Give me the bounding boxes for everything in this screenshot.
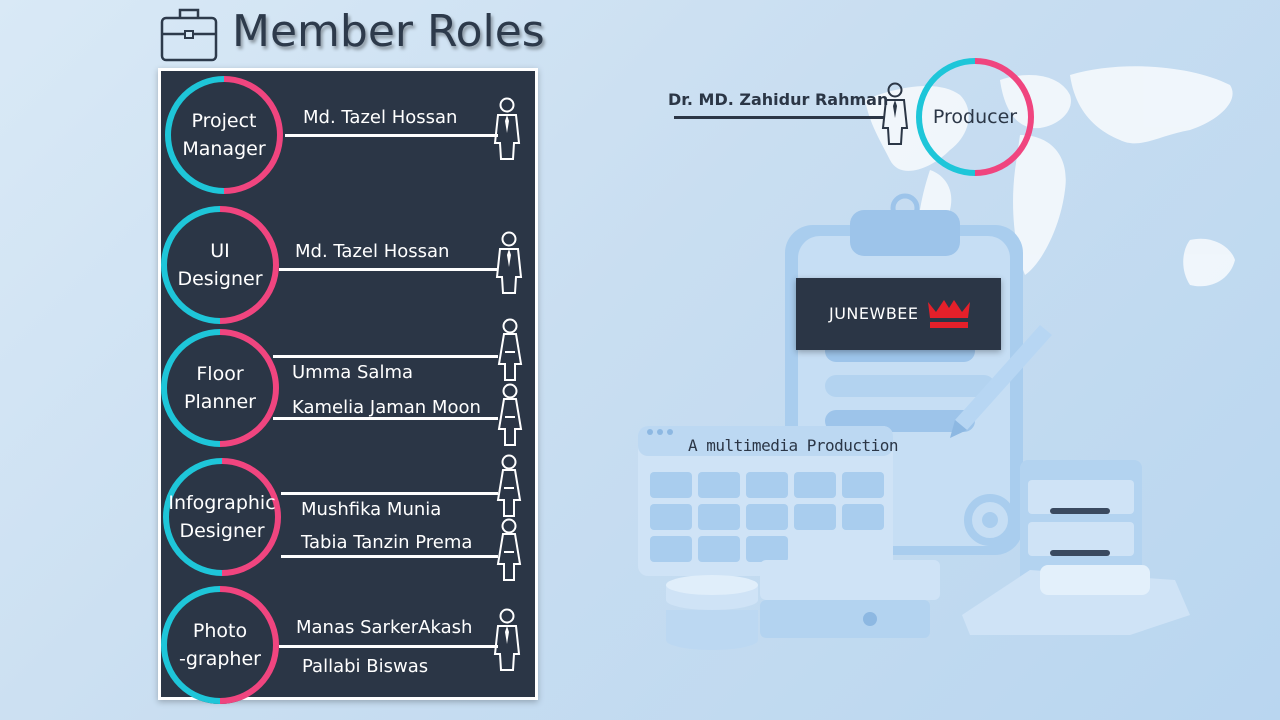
- title-area: Member Roles: [158, 4, 558, 64]
- connector-line: [273, 417, 498, 420]
- world-map-icon: [865, 66, 1235, 287]
- person-icon: [497, 383, 523, 446]
- producer-name: Dr. MD. Zahidur Rahman: [668, 90, 889, 109]
- connector-line: [279, 268, 498, 271]
- tagline: A multimedia Production: [688, 436, 899, 455]
- connector-line: [281, 492, 498, 495]
- person-icon: [495, 231, 523, 294]
- producer-connector-line: [674, 116, 884, 119]
- person-icon: [493, 608, 521, 671]
- role-circle-floor-planner: Floor Planner: [161, 329, 279, 447]
- person-icon: [493, 97, 521, 160]
- role-label: Infographic Designer: [168, 492, 276, 542]
- person-icon: [497, 318, 523, 381]
- member-name: Tabia Tanzin Prema: [301, 532, 473, 553]
- member-name: Kamelia Jaman Moon: [292, 397, 481, 418]
- connector-line: [285, 134, 498, 137]
- role-circle-ui-designer: UI Designer: [161, 206, 279, 324]
- role-label: Floor Planner: [184, 363, 256, 413]
- crown-logo-icon: [928, 300, 970, 328]
- connector-line: [273, 355, 498, 358]
- member-name: Md. Tazel Hossan: [303, 107, 458, 128]
- person-icon: [496, 454, 522, 517]
- member-name: Umma Salma: [292, 362, 414, 383]
- role-label: Photo -grapher: [179, 620, 261, 670]
- role-circle-photographer: Photo -grapher: [161, 586, 279, 704]
- ring-icon: [163, 458, 281, 576]
- ring-icon: [161, 586, 279, 704]
- brand-name: JUNEWBEE: [829, 304, 919, 323]
- person-icon: [496, 518, 522, 581]
- member-name: Pallabi Biswas: [302, 656, 429, 677]
- role-circle-project-manager: Project Manager: [165, 76, 283, 194]
- role-label: Project Manager: [182, 110, 266, 160]
- connector-line: [281, 555, 498, 558]
- ring-icon: [161, 329, 279, 447]
- briefcase-icon: [160, 8, 218, 62]
- page-title: Member Roles: [232, 6, 545, 57]
- role-label: UI Designer: [177, 240, 263, 290]
- producer-ring-icon: [916, 58, 1034, 176]
- producer-role-label: Producer: [932, 106, 1018, 128]
- member-name: Manas SarkerAkash: [296, 617, 473, 638]
- person-icon: [881, 82, 909, 145]
- brand-box: JUNEWBEE: [796, 278, 1001, 350]
- member-name: Mushfika Munia: [301, 499, 442, 520]
- member-panel: Project Manager Md. Tazel Hossan UI Desi…: [158, 68, 538, 704]
- connector-line: [279, 645, 498, 648]
- member-name: Md. Tazel Hossan: [295, 241, 450, 262]
- role-circle-infographic-designer: Infographic Designer: [163, 458, 281, 576]
- ring-icon: [161, 206, 279, 324]
- ring-icon: [165, 76, 283, 194]
